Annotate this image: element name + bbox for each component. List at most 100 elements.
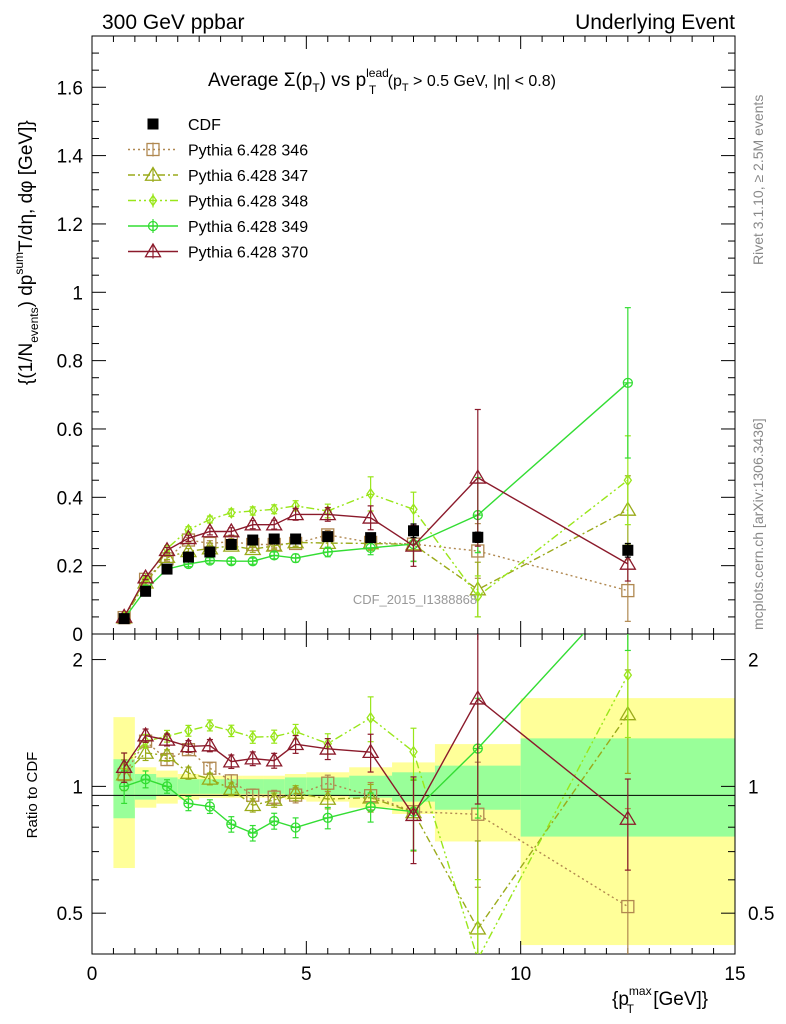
stat-uncertainty-band (177, 779, 200, 794)
series-marker (269, 503, 279, 516)
data-point (322, 531, 334, 543)
series-ratio-marker (136, 726, 155, 742)
series-ratio-marker (222, 780, 240, 796)
series-ratio-line (123, 714, 629, 931)
data-point (472, 531, 484, 543)
ratio-y-tick-label-right: 0.5 (748, 904, 774, 925)
x-axis-label: {pmax T [GeV]} (612, 984, 708, 1016)
series-ratio-marker (404, 806, 423, 822)
ratio-y-tick-label-left: 1 (72, 777, 83, 798)
series-ratio-marker (319, 740, 337, 755)
legend-label: Pythia 6.428 346 (188, 143, 308, 160)
y-tick-label-main: 1 (72, 283, 83, 304)
series-marker (244, 515, 262, 531)
data-point (182, 551, 194, 563)
series-main-3 (119, 307, 633, 624)
header-left: 300 GeV ppbar (102, 11, 244, 34)
ratio-y-tick-label-left: 0.5 (57, 904, 83, 925)
series-marker (469, 469, 487, 484)
series-ratio-4 (115, 634, 637, 871)
series-ratio-marker (248, 730, 258, 744)
y-tick-label-main: 1.4 (57, 147, 84, 168)
series-ratio-marker (619, 810, 637, 825)
y-axis-label-main: {(1/Nevents) dpsumT/dη, dφ [GeV]} (12, 120, 41, 385)
series-ratio-marker (205, 719, 215, 732)
ratio-y-tick-label-right: 1 (748, 777, 759, 798)
ratio-y-tick-label-left: 2 (72, 651, 83, 672)
legend-label: Pythia 6.428 348 (188, 194, 308, 211)
data-point (204, 546, 216, 558)
series-ratio-marker (179, 737, 198, 753)
legend-label: CDF (188, 117, 221, 134)
series-marker (201, 522, 219, 538)
legend: CDF Pythia 6.428 346 Pythia 6.428 347 Pythi… (128, 117, 308, 262)
series-ratio-marker (179, 764, 198, 779)
series-line (123, 382, 629, 620)
series-ratio-marker (366, 711, 375, 725)
data-point (161, 563, 173, 575)
series-ratio-marker (184, 724, 193, 737)
series-ratio-marker (201, 736, 219, 752)
series-ratio-marker (244, 796, 262, 812)
rivet-label: Rivet 3.1.10, ≥ 2.5M events (750, 95, 766, 265)
y-tick-label-main: 0.2 (57, 557, 83, 578)
ratio-series (115, 634, 637, 954)
plot-title: Average Σ(pT) vs plead T (pT > 0.5 GeV, |… (208, 66, 556, 97)
y-tick-label-main: 0 (72, 625, 83, 646)
series-main-4 (115, 408, 637, 623)
series-ratio-marker (115, 758, 133, 773)
x-tick-label: 0 (87, 964, 98, 985)
series-marker (473, 590, 483, 603)
series-ratio-marker (244, 749, 262, 765)
series-ratio-marker (286, 735, 305, 751)
series-ratio-marker (265, 791, 283, 806)
series-ratio-marker (469, 689, 487, 705)
series-marker (222, 522, 240, 538)
series-marker (621, 583, 635, 598)
series-ratio-marker (269, 730, 279, 743)
series-ratio-marker (222, 752, 240, 768)
y-tick-label-main: 0.6 (57, 420, 83, 441)
series-ratio-marker (621, 899, 635, 914)
y-tick-label-main: 1.2 (57, 215, 83, 236)
data-point (290, 533, 302, 545)
y-tick-label-main: 0.4 (57, 488, 84, 509)
data-point (247, 534, 259, 546)
series-marker (179, 529, 198, 545)
legend-marker (146, 142, 160, 157)
data-point (140, 585, 152, 597)
series-marker (136, 568, 155, 584)
data-point (408, 525, 419, 537)
series-marker (319, 505, 337, 521)
data-point (622, 544, 634, 556)
series-marker (409, 503, 418, 516)
series-ratio-marker (623, 669, 633, 682)
series-marker (361, 509, 380, 524)
main-series (115, 307, 637, 625)
legend-marker (147, 118, 159, 130)
mcplots-label: mcplots.cern.ch [arXiv:1306.3436] (750, 418, 766, 630)
series-ratio-marker (158, 731, 176, 746)
header-right: Underlying Event (575, 11, 735, 34)
series-ratio-marker (361, 743, 380, 759)
y-tick-label-main: 1.6 (57, 78, 83, 99)
ratio-y-tick-label-right: 2 (748, 651, 759, 672)
series-ratio-marker (477, 953, 479, 954)
legend-label: Pythia 6.428 370 (188, 245, 308, 262)
series-line (123, 479, 629, 618)
series-marker (141, 573, 150, 586)
series-ratio-line (123, 697, 629, 820)
series-marker (158, 541, 176, 557)
series-marker (619, 555, 637, 570)
x-tick-label: 10 (510, 964, 531, 985)
legend-marker (144, 242, 162, 258)
axis-ticks: 0 5 10 15 0 0.2 0.4 0.6 0.8 1 1.2 1.4 1.6 0.5 0.5 1 1 2 2 (57, 35, 774, 985)
x-tick-label: 5 (301, 964, 312, 985)
series-ratio-marker (136, 744, 155, 759)
series-ratio-marker (227, 724, 236, 737)
series-ratio-marker (319, 790, 337, 805)
series-marker (286, 505, 305, 521)
series-ratio-marker (409, 745, 418, 758)
stat-uncertainty-band (263, 779, 285, 794)
series-marker (265, 515, 283, 531)
